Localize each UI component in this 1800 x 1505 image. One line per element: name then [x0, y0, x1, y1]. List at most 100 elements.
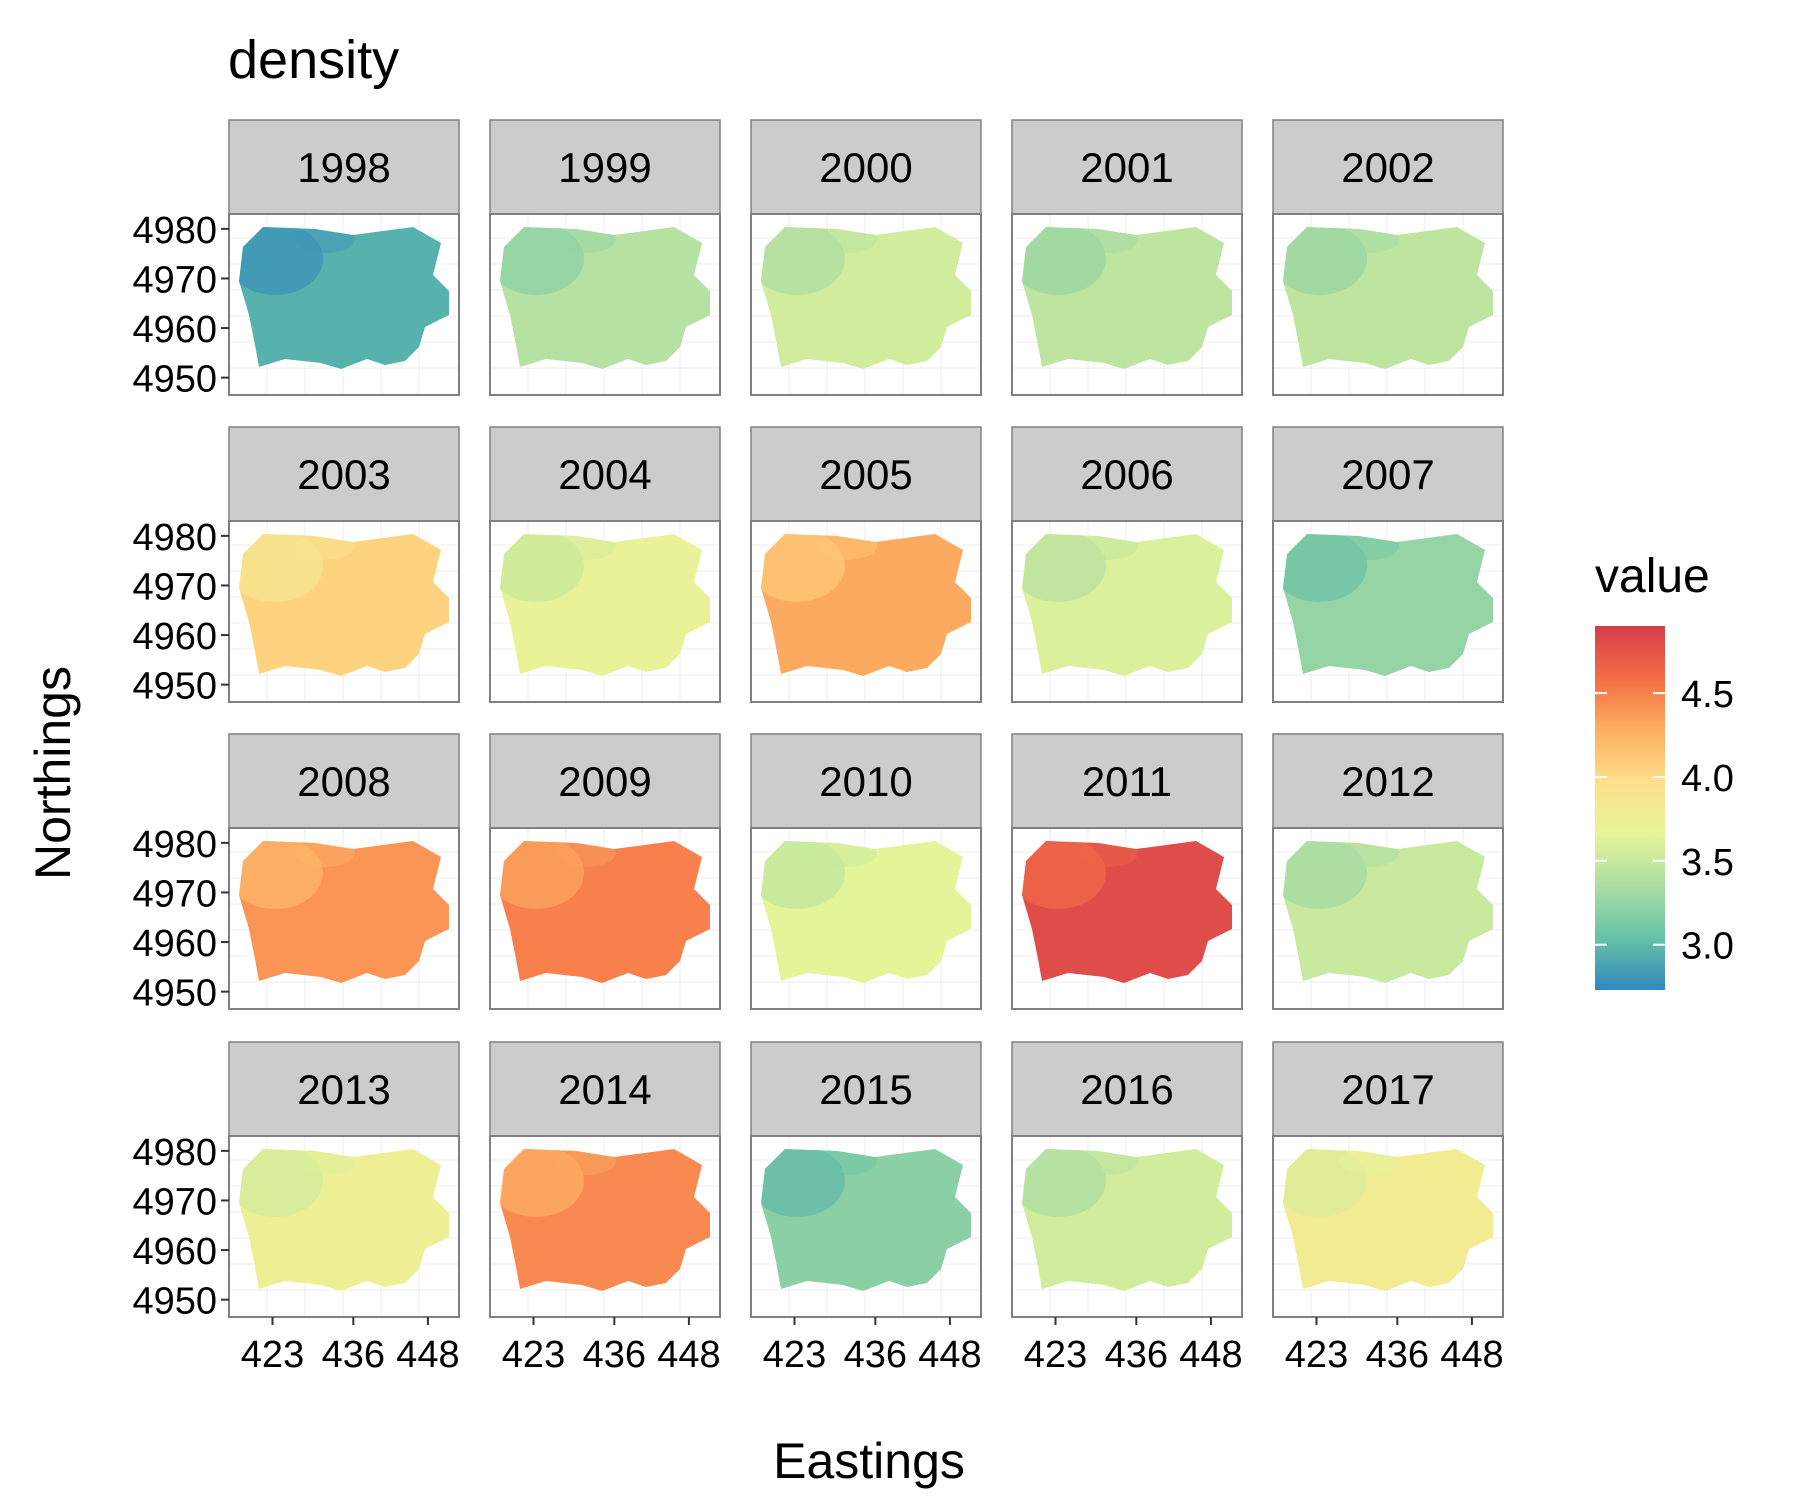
- panel-border: [228, 213, 460, 396]
- y-tick-label: 4980: [132, 824, 217, 866]
- y-tick-label: 4980: [132, 1132, 217, 1174]
- axes: 4980 4970 4960 4950 4980 4970 4960 4950 4980 4970…: [132, 210, 1503, 1376]
- density-region: [761, 841, 971, 983]
- legend-tick-label: 3.0: [1681, 926, 1734, 968]
- legend-tick-label: 4.0: [1681, 758, 1734, 800]
- legend-colorbar: [1595, 626, 1665, 990]
- panel-border: [1011, 520, 1243, 703]
- panel-border: [228, 827, 460, 1010]
- y-tick-label: 4960: [132, 309, 217, 351]
- x-tick-label: 423: [502, 1334, 565, 1376]
- facet-strip: [750, 119, 982, 215]
- facet-label: 2017: [1341, 1066, 1434, 1113]
- facet-panel: 2015: [750, 1041, 982, 1318]
- facet-strip: [228, 426, 460, 522]
- panel-border: [228, 1135, 460, 1318]
- density-region: [500, 841, 710, 983]
- chart-title: density: [228, 30, 399, 90]
- y-tick-label: 4960: [132, 616, 217, 658]
- y-tick-label: 4970: [132, 259, 217, 301]
- facet-label: 2001: [1080, 144, 1173, 191]
- facet-panel: 1999: [489, 119, 721, 396]
- x-tick-label: 436: [322, 1334, 385, 1376]
- facet-strip: [1011, 426, 1243, 522]
- facet-label: 2004: [558, 451, 651, 498]
- density-region: [239, 1149, 449, 1291]
- facet-strip: [1272, 426, 1504, 522]
- legend-tick-label: 4.5: [1681, 674, 1734, 716]
- facet-label: 2002: [1341, 144, 1434, 191]
- density-region-variation: [1283, 1149, 1399, 1217]
- panel-border: [1011, 213, 1243, 396]
- facet-strip: [1011, 733, 1243, 829]
- panel-border: [1272, 213, 1504, 396]
- panel-border: [750, 520, 982, 703]
- facet-panel: 2004: [489, 426, 721, 703]
- facet-panel: 2007: [1272, 426, 1504, 703]
- x-tick-label: 436: [844, 1334, 907, 1376]
- facet-label: 2008: [297, 758, 390, 805]
- panel-border: [1272, 1135, 1504, 1318]
- facet-strip: [228, 119, 460, 215]
- x-tick-label: 436: [1366, 1334, 1429, 1376]
- facet-label: 2014: [558, 1066, 651, 1113]
- facet-label: 2007: [1341, 451, 1434, 498]
- density-region: [1022, 841, 1232, 983]
- panel-border: [1272, 520, 1504, 703]
- x-tick-label: 436: [1105, 1334, 1168, 1376]
- panel-border: [489, 520, 721, 703]
- density-region: [239, 534, 449, 676]
- y-tick-label: 4950: [132, 666, 217, 708]
- facet-strip: [1011, 119, 1243, 215]
- facet-label: 2015: [819, 1066, 912, 1113]
- panel-border: [228, 520, 460, 703]
- facet-panel: 2012: [1272, 733, 1504, 1010]
- facet-label: 2010: [819, 758, 912, 805]
- facet-label: 2009: [558, 758, 651, 805]
- facet-panel: 2011: [1011, 733, 1243, 1010]
- facet-panel: 2010: [750, 733, 982, 1010]
- y-tick-label: 4950: [132, 973, 217, 1015]
- panel-border: [750, 1135, 982, 1318]
- panel-border: [489, 213, 721, 396]
- x-tick-label: 448: [1440, 1334, 1503, 1376]
- density-region-variation: [500, 841, 616, 909]
- facet-panel: 2000: [750, 119, 982, 396]
- facet-strip: [750, 1041, 982, 1137]
- facet-panel: 2001: [1011, 119, 1243, 396]
- panel-border: [1272, 827, 1504, 1010]
- density-region: [761, 534, 971, 676]
- x-tick-label: 423: [1285, 1334, 1348, 1376]
- facet-panel: 2017: [1272, 1041, 1504, 1318]
- density-region: [500, 1149, 710, 1291]
- y-tick-label: 4980: [132, 517, 217, 559]
- density-region: [500, 227, 710, 369]
- facet-strip: [228, 1041, 460, 1137]
- facet-strip: [1011, 1041, 1243, 1137]
- facet-panels: 1998 1999 2000 2001 2002 2003 2004 2005 2006 2007…: [228, 119, 1504, 1318]
- facet-strip: [228, 733, 460, 829]
- y-tick-label: 4980: [132, 210, 217, 252]
- facet-panel: 2006: [1011, 426, 1243, 703]
- x-tick-label: 423: [1024, 1334, 1087, 1376]
- facet-panel: 2005: [750, 426, 982, 703]
- facet-strip: [489, 426, 721, 522]
- facet-panel: 2016: [1011, 1041, 1243, 1318]
- facet-panel: 2014: [489, 1041, 721, 1318]
- facet-panel: 2003: [228, 426, 460, 703]
- panel-border: [1011, 1135, 1243, 1318]
- density-region: [1283, 841, 1493, 983]
- density-region: [239, 227, 449, 369]
- y-tick-label: 4950: [132, 1281, 217, 1323]
- x-tick-label: 423: [763, 1334, 826, 1376]
- density-region: [500, 534, 710, 676]
- panel-border: [750, 827, 982, 1010]
- density-region-variation: [500, 227, 616, 295]
- x-tick-label: 448: [918, 1334, 981, 1376]
- density-region: [761, 1149, 971, 1291]
- density-region: [1283, 1149, 1493, 1291]
- panel-border: [750, 213, 982, 396]
- facet-panel: 2008: [228, 733, 460, 1010]
